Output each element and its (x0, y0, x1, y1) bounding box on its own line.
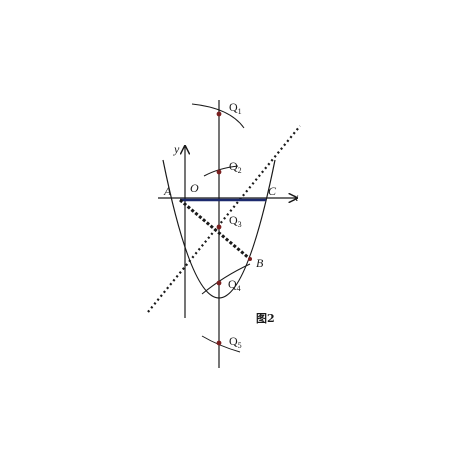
label-q5: Q5 (229, 334, 242, 350)
parabola-curve (162, 159, 276, 299)
point-q5 (216, 340, 222, 346)
dotted-line (147, 125, 301, 313)
figure-caption: 图2 (256, 312, 275, 325)
label-y: y (173, 142, 180, 156)
label-A: A (163, 184, 172, 198)
point-q2 (216, 169, 222, 175)
arc-q1 (191, 103, 245, 129)
label-q3: Q3 (229, 213, 242, 229)
label-q1: Q1 (229, 100, 242, 116)
point-q3 (216, 224, 222, 230)
point-q4 (216, 280, 222, 286)
label-origin: O (190, 181, 199, 195)
label-x: x (292, 190, 299, 204)
label-q4: Q4 (228, 277, 241, 293)
segment-AB (179, 198, 251, 261)
arc-q4 (201, 263, 251, 295)
arc-q2 (203, 165, 239, 177)
label-q2: Q2 (229, 159, 242, 175)
label-B: B (256, 256, 264, 270)
point-b (248, 257, 252, 261)
point-q1 (216, 111, 222, 117)
label-C: C (268, 184, 277, 198)
